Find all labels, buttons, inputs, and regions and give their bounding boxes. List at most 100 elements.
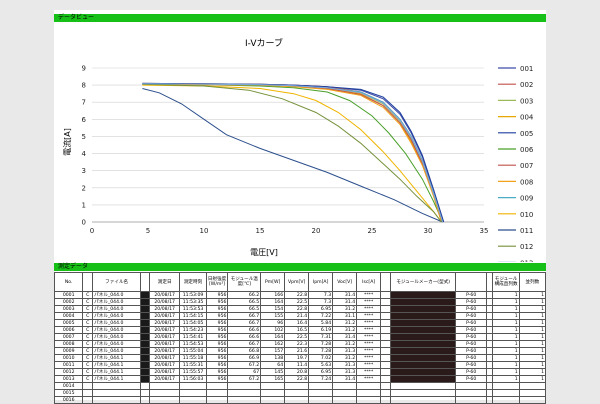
cell-date — [148, 382, 181, 390]
cell-blank — [380, 312, 391, 320]
cell-ser: 1 — [492, 361, 520, 369]
cell-blank — [380, 396, 391, 404]
cell-vpm: 11.4 — [284, 361, 310, 369]
cell-ser: 1 — [492, 291, 520, 299]
series-line-001 — [142, 82, 445, 223]
cell-ipm: 7.28 — [308, 347, 334, 355]
y-tick-label: 5 — [82, 133, 86, 141]
cell-pm: 164 — [260, 333, 286, 341]
cell-ser: 1 — [492, 326, 520, 334]
cell-model — [455, 382, 487, 390]
table-row[interactable]: 0002 C パネル_044.0 20/08/17 11:53:35 956 66.5 164… — [53, 298, 547, 306]
cell-file — [92, 382, 142, 390]
legend-label-003: 003 — [520, 97, 533, 105]
table-row[interactable]: 0011 C パネル_044.1 20/08/17 11:55:31 956 67.2 64 1… — [53, 361, 547, 369]
x-tick-label: 5 — [146, 227, 150, 235]
cell-par: 1 — [518, 291, 547, 299]
cell-c: C — [82, 326, 94, 334]
cell-blank — [389, 298, 457, 306]
table-row[interactable]: 0014 — [53, 382, 547, 390]
cell-blank — [140, 382, 150, 390]
table-row[interactable]: 0005 C パネル_044.0 20/08/17 11:54:05 956 66.7 96 1… — [53, 319, 547, 327]
cell-c: C — [82, 298, 94, 306]
table-row[interactable]: 0013 C パネル_044.1 20/08/17 11:56:03 956 67.2 165… — [53, 375, 547, 383]
cell-blank — [389, 305, 457, 313]
cell-isc: **** — [356, 312, 382, 320]
cell-vpm — [284, 396, 310, 404]
legend-label-005: 005 — [520, 130, 533, 138]
cell-file: パネル_044.1 — [92, 375, 142, 383]
table-row[interactable]: 0006 C パネル_044.0 20/08/17 11:54:23 956 66.6 102… — [53, 326, 547, 334]
x-tick-label: 0 — [90, 227, 94, 235]
cell-c: C — [82, 319, 94, 327]
series-line-013 — [142, 83, 444, 223]
cell-par: 1 — [518, 333, 547, 341]
legend-label-004: 004 — [520, 114, 534, 122]
cell-pm: 145 — [260, 368, 286, 376]
cell-temp: 66.7 — [227, 340, 262, 348]
table-row[interactable]: 0003 C パネル_044.0 20/08/17 11:53:53 956 66.5 154… — [53, 305, 547, 313]
cell-temp: 67 — [227, 368, 262, 376]
cell-date: 20/08/17 — [148, 305, 181, 313]
column-header: モジュール温度[℃] — [227, 272, 262, 292]
y-tick-label: 9 — [82, 65, 86, 73]
cell-irr: 956 — [205, 361, 229, 369]
column-header: Isc[A] — [356, 272, 382, 292]
cell-no: 0004 — [53, 312, 84, 320]
series-line-010 — [142, 84, 442, 223]
cell-voc: 31.3 — [332, 347, 358, 355]
cell-blank — [380, 368, 391, 376]
cell-pm: 154 — [260, 305, 286, 313]
cell-ser — [492, 382, 520, 390]
cell-par: 1 — [518, 340, 547, 348]
cell-time: 11:55:04 — [179, 347, 207, 355]
cell-voc: 31.2 — [332, 305, 358, 313]
cell-no: 0015 — [53, 389, 84, 397]
measurement-table: No. ファイル名 測定日 測定時刻 日射強度[W/m²] モジュール温度[℃] Pm[W]… — [53, 272, 547, 404]
cell-pm — [260, 382, 286, 390]
table-row[interactable]: 0004 C パネル_044.0 20/08/17 11:54:15 956 66.7 155… — [53, 312, 547, 320]
cell-date: 20/08/17 — [148, 354, 181, 362]
cell-par: 1 — [518, 326, 547, 334]
cell-temp: 66.7 — [227, 319, 262, 327]
table-row[interactable]: 0016 — [53, 396, 547, 404]
cell-blank — [389, 382, 457, 390]
cell-ipm: 6.19 — [308, 326, 334, 334]
series-line-011 — [142, 88, 443, 223]
table-row[interactable]: 0007 C パネル_044.0 20/08/17 11:54:41 956 66.6 164… — [53, 333, 547, 341]
x-tick-label: 15 — [256, 227, 265, 235]
cell-ser — [492, 396, 520, 404]
cell-temp: 66.2 — [227, 291, 262, 299]
table-row[interactable]: 0012 C パネル_044.1 20/08/17 11:55:57 956 67 145 20… — [53, 368, 547, 376]
table-row[interactable]: 0010 C パネル_044.1 20/08/17 11:55:18 956 66.9 138… — [53, 354, 547, 362]
table-row[interactable]: 0009 C パネル_044.0 20/08/17 11:55:04 956 66.8 157… — [53, 347, 547, 355]
cell-date: 20/08/17 — [148, 333, 181, 341]
cell-vpm: 16.5 — [284, 326, 310, 334]
cell-blank — [389, 340, 457, 348]
table-row[interactable]: 0015 — [53, 389, 547, 397]
chart-legend: 001 002 003 004 005 006 007 008 009 010 011 012 013 — [498, 65, 534, 262]
cell-ser: 1 — [492, 340, 520, 348]
y-tick-label: 2 — [82, 184, 86, 192]
cell-file: パネル_044.1 — [92, 354, 142, 362]
cell-model: P-60 — [455, 319, 487, 327]
table-row[interactable]: 0001 C パネル_044.0 20/08/17 11:53:09 956 66.2 166… — [53, 291, 547, 299]
cell-isc — [356, 389, 382, 397]
cell-par: 1 — [518, 368, 547, 376]
cell-model — [455, 396, 487, 404]
cell-ipm: 7.24 — [308, 375, 334, 383]
table-row[interactable]: 0008 C パネル_044.0 20/08/17 11:54:53 956 66.7 162… — [53, 340, 547, 348]
column-header: 測定日 — [148, 272, 181, 292]
cell-ser: 1 — [492, 319, 520, 327]
cell-blank — [380, 382, 391, 390]
cell-voc: 31.1 — [332, 312, 358, 320]
cell-temp: 67.2 — [227, 361, 262, 369]
cell-temp: 66.5 — [227, 305, 262, 313]
cell-pm — [260, 396, 286, 404]
cell-par: 1 — [518, 375, 547, 383]
legend-label-009: 009 — [520, 195, 533, 203]
cell-pm: 155 — [260, 312, 286, 320]
cell-par: 1 — [518, 319, 547, 327]
column-header: 並列数 — [518, 272, 547, 292]
cell-pm — [260, 389, 286, 397]
